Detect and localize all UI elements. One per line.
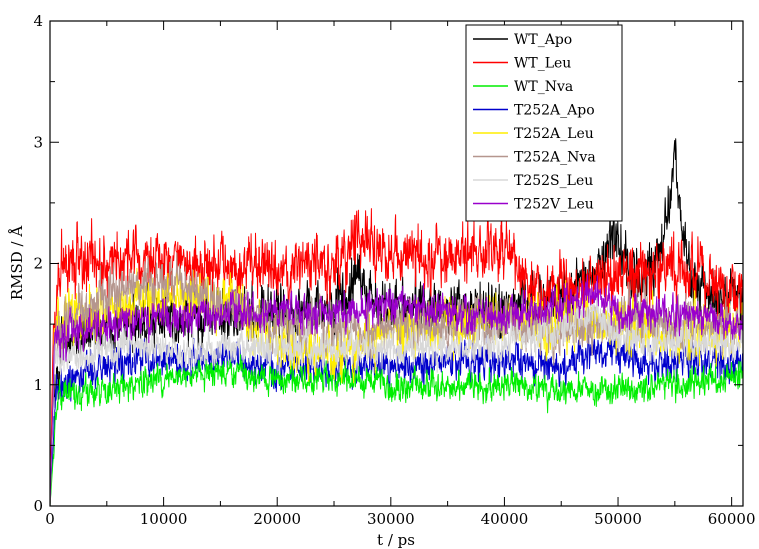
y-tick-label: 2 <box>33 255 43 273</box>
legend: WT_Apo WT_Leu WT_Nva T252A_Apo T252A_Leu T252… <box>465 24 623 222</box>
legend-label: T252A_Leu <box>514 126 594 142</box>
series-line-t252s-leu <box>50 296 743 506</box>
legend-label: T252A_Apo <box>514 103 595 119</box>
legend-label: WT_Leu <box>514 56 571 72</box>
x-tick-label: 30000 <box>367 510 415 528</box>
x-tick-label: 50000 <box>594 510 642 528</box>
legend-box <box>465 24 623 222</box>
y-tick-label: 3 <box>33 133 43 151</box>
x-tick-label: 20000 <box>253 510 301 528</box>
series-layer <box>50 138 743 506</box>
legend-label: T252S_Leu <box>514 173 593 189</box>
legend-label: T252A_Nva <box>514 150 596 166</box>
x-tick-label: 0 <box>45 510 55 528</box>
tick-layer: 0 10000 20000 30000 40000 50000 60000 0 1 2 3 4 <box>33 12 755 528</box>
series-line-t252v-leu <box>50 274 743 506</box>
legend-label: WT_Nva <box>514 79 573 95</box>
legend-label: WT_Apo <box>514 32 572 48</box>
x-tick-label: 10000 <box>140 510 188 528</box>
y-axis-label: RMSD / Å <box>8 226 26 301</box>
y-tick-label: 4 <box>33 12 43 30</box>
x-tick-label: 40000 <box>481 510 529 528</box>
legend-label: T252V_Leu <box>514 197 594 213</box>
series-line-wt-nva <box>50 354 743 506</box>
x-axis-label: t / ps <box>377 531 415 549</box>
y-tick-label: 1 <box>33 376 43 394</box>
series-line-wt-leu <box>50 207 743 506</box>
x-tick-label: 60000 <box>708 510 756 528</box>
y-tick-label: 0 <box>33 497 43 515</box>
